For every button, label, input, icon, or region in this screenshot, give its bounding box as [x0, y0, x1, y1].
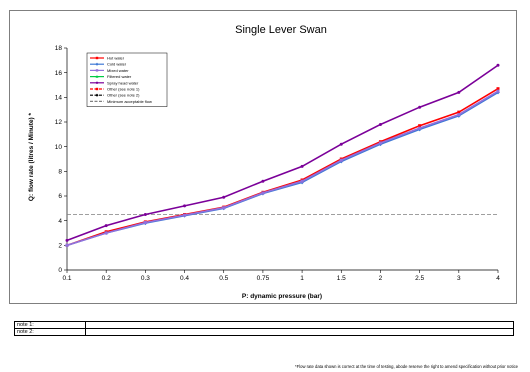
y-axis-label: Q: flow rate (litres / Minute) *: [28, 112, 35, 201]
data-point: [496, 63, 500, 67]
data-point: [95, 69, 99, 72]
y-tick-label: 10: [55, 144, 63, 151]
series-line: [66, 90, 499, 247]
series-line: [66, 64, 499, 242]
data-point: [65, 243, 69, 247]
legend-box: [86, 52, 168, 107]
data-point: [95, 87, 99, 91]
series-line: [66, 91, 499, 247]
note-row: note 2:: [14, 328, 514, 336]
notes-table: note 1: note 2:: [14, 321, 514, 336]
y-tick-label: 12: [55, 119, 63, 126]
y-tick-label: 18: [55, 45, 63, 52]
data-point: [143, 213, 147, 216]
note-row: note 1:: [14, 321, 514, 329]
legend-label: Cold water: [107, 62, 127, 67]
data-point: [95, 75, 99, 78]
chart-title: Single Lever Swan: [235, 24, 327, 36]
data-point: [457, 90, 461, 94]
x-tick-label: 1.5: [337, 275, 346, 282]
y-tick-label: 16: [55, 70, 63, 77]
data-point: [95, 62, 99, 66]
legend-label: Filtered water: [107, 74, 132, 79]
legend-label: Minimum acceptable flow: [107, 99, 152, 104]
data-point: [457, 113, 461, 117]
y-tick-label: 2: [58, 243, 62, 250]
note-text[interactable]: [85, 328, 514, 336]
x-tick-label: 0.5: [219, 275, 228, 282]
y-tick-label: 6: [58, 193, 62, 200]
x-tick-label: 0.3: [141, 275, 150, 282]
data-point: [496, 87, 500, 91]
data-point: [222, 195, 226, 199]
legend-label: Other (see note 1): [107, 87, 140, 92]
data-point: [95, 93, 99, 97]
x-axis-label: P: dynamic pressure (bar): [242, 293, 322, 300]
x-tick-label: 0.75: [257, 275, 270, 282]
data-point: [496, 89, 500, 93]
data-point: [418, 126, 422, 130]
x-tick-label: 1: [300, 275, 304, 282]
data-point: [378, 141, 382, 145]
data-point: [418, 124, 422, 128]
data-point: [183, 204, 187, 208]
data-point: [457, 110, 461, 114]
series-line: [66, 88, 499, 247]
x-tick-label: 2.5: [415, 275, 424, 282]
legend-label: Other (see note 2): [107, 93, 140, 98]
data-point: [378, 122, 382, 126]
y-tick-label: 8: [58, 169, 62, 176]
footnote: *Flow rate data shown is correct at the …: [295, 364, 518, 369]
data-point: [300, 164, 304, 168]
data-point: [104, 224, 108, 228]
y-tick-label: 0: [58, 267, 62, 274]
data-point: [95, 56, 99, 60]
x-tick-label: 2: [379, 275, 383, 282]
data-point: [261, 191, 265, 195]
data-point: [261, 179, 265, 183]
legend-label: Spray head water: [107, 80, 139, 85]
data-point: [143, 221, 147, 225]
x-tick-label: 4: [496, 275, 500, 282]
y-tick-label: 4: [58, 218, 62, 225]
data-point: [300, 179, 304, 183]
data-point: [104, 231, 108, 235]
series-lines: [65, 63, 500, 248]
data-point: [95, 81, 99, 85]
y-tick-label: 14: [55, 95, 63, 102]
x-tick-label: 3: [457, 275, 461, 282]
legend-label: Mixed water: [107, 68, 129, 73]
data-point: [183, 213, 187, 217]
axes: 0 2 4 6 8 10 12 14 16 18 0.1 0.2 0.3 0.4 0.5 0.75 1 1.5 2 2…: [55, 45, 500, 282]
x-tick-label: 0.2: [102, 275, 111, 282]
note-label: note 2:: [14, 328, 86, 336]
x-tick-label: 0.1: [62, 275, 71, 282]
data-point: [65, 238, 69, 242]
note-text[interactable]: [85, 321, 514, 329]
data-point: [222, 206, 226, 210]
data-point: [339, 142, 343, 146]
data-point: [339, 158, 343, 162]
note-label: note 1:: [14, 321, 86, 329]
data-point: [418, 105, 422, 109]
x-tick-label: 0.4: [180, 275, 189, 282]
legend-label: Hot water: [107, 56, 125, 61]
